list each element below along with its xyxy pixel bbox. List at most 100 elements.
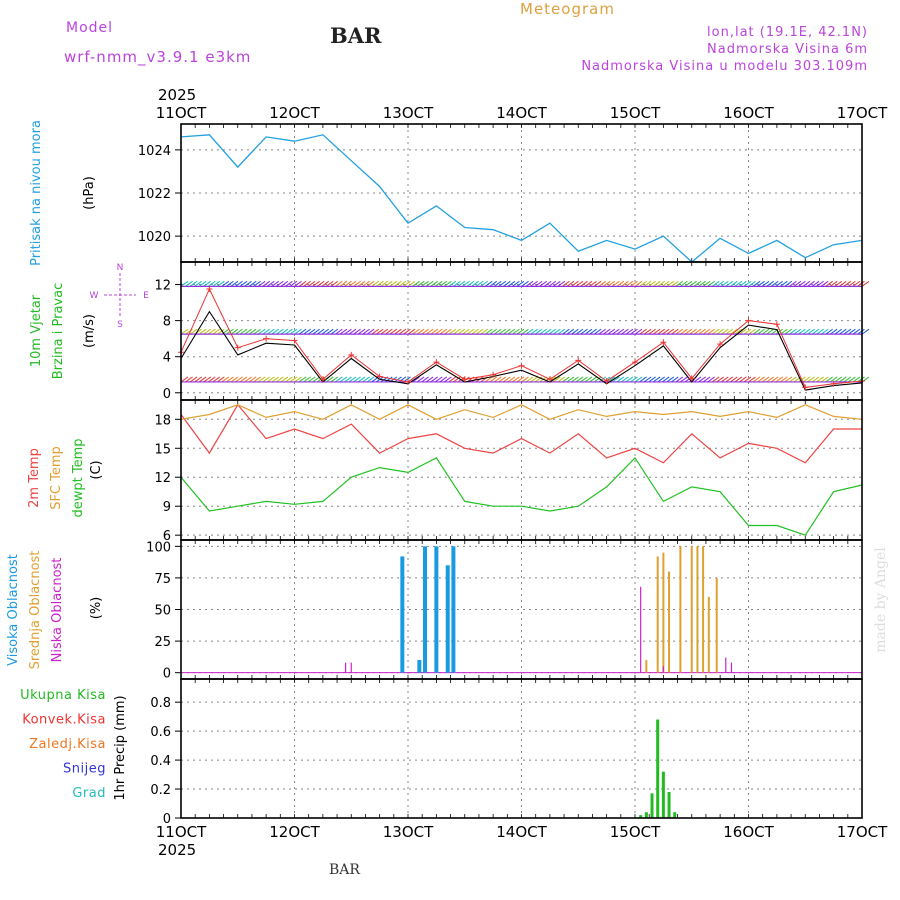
temperature-axis-title-1: 2m Temp (27, 448, 42, 508)
wind-barb (634, 328, 643, 335)
wind-barb (425, 328, 434, 335)
wind-barb (752, 280, 761, 287)
wind-barb (775, 280, 784, 287)
wind-barb (380, 328, 389, 335)
wind-barb (498, 376, 507, 383)
wind-barb (857, 328, 865, 335)
wind-barb (730, 376, 738, 383)
wind-barb (829, 280, 838, 287)
wind-barb (217, 280, 225, 287)
y-tick-label: 15 (154, 442, 171, 457)
wind-barb (861, 280, 870, 287)
wind-barb (730, 280, 738, 287)
wind-barb (312, 328, 320, 335)
wind-gust-marker (575, 357, 582, 364)
wind-barb (848, 328, 856, 335)
wind-barb (266, 376, 275, 383)
wind-barb (634, 280, 643, 287)
x-tick-label-bottom: 16OCT (723, 823, 774, 841)
y-tick-label: 18 (154, 413, 171, 428)
wind-barb (434, 328, 443, 335)
wind-barb (639, 280, 647, 287)
wind-barb (734, 328, 743, 335)
wind-barb (448, 328, 457, 335)
wind-barb (289, 376, 298, 383)
wind-barb (779, 376, 788, 383)
precip-bar (644, 812, 648, 818)
wind-barb (643, 328, 652, 335)
wind-barb (525, 376, 534, 383)
wind-barb (838, 376, 847, 383)
wind-barb (680, 328, 688, 335)
precip-legend-item-2: Konvek.Kisa (22, 713, 106, 728)
wind-barb (789, 280, 797, 287)
wind-barb (262, 328, 271, 335)
wind-barb (684, 280, 693, 287)
wind-barb (748, 376, 756, 383)
wind-barb (602, 280, 611, 287)
pressure-line (180, 134, 863, 263)
wind-barb (730, 328, 738, 335)
wind-barb (448, 376, 457, 383)
wind-barb (294, 280, 302, 287)
y-tick-label: 6 (163, 529, 171, 544)
wind-barb (239, 280, 248, 287)
wind-gust-marker (518, 362, 525, 369)
wind-barb (516, 280, 525, 287)
cloud-bar-2 (668, 571, 671, 673)
wind-barb (198, 328, 207, 335)
wind-barb (589, 376, 597, 383)
cloud-bar-3 (662, 666, 664, 673)
x-tick-label-top: 14OCT (496, 104, 547, 122)
wind-barb (657, 280, 666, 287)
wind-barb (453, 376, 461, 383)
wind-barb (593, 328, 602, 335)
wind-barb (185, 280, 193, 287)
y-tick-label: 12 (154, 279, 171, 294)
wind-barb (298, 376, 307, 383)
wind-barb (493, 376, 502, 383)
wind-barb (312, 280, 320, 287)
wind-barb (421, 280, 429, 287)
wind-barb (285, 280, 293, 287)
wind-barb (793, 280, 802, 287)
wind-barb (698, 280, 706, 287)
wind-gust-marker (802, 384, 809, 391)
wind-barb (516, 376, 525, 383)
wind-gust-marker (461, 376, 468, 383)
wind-barb (820, 328, 829, 335)
wind-barb (425, 376, 434, 383)
wind-barb (344, 280, 352, 287)
y-tick-label: 0.8 (150, 696, 171, 711)
wind-barb (180, 376, 189, 383)
wind-barb (321, 328, 330, 335)
wind-barb (661, 376, 670, 383)
wind-barb (598, 328, 606, 335)
wind-barb (262, 376, 271, 383)
cloud-bar-2 (662, 552, 665, 673)
wind-barb (752, 328, 761, 335)
x-tick-label-bottom: 15OCT (610, 823, 661, 841)
wind-barb (816, 376, 824, 383)
x-tick-label-top: 13OCT (383, 104, 434, 122)
wind-barb (616, 376, 625, 383)
wind-barb (589, 280, 597, 287)
wind-gust-marker (376, 373, 383, 380)
y-tick-label: 0 (163, 387, 171, 402)
y-tick-label: 9 (163, 500, 171, 515)
wind-barb (235, 328, 243, 335)
wind-barb (770, 280, 779, 287)
wind-barb (621, 280, 629, 287)
cloud-bar-2 (715, 577, 718, 673)
station-title: BAR (330, 23, 382, 48)
wind-barb (834, 280, 843, 287)
wind-barb (766, 328, 774, 335)
wind-barb (221, 376, 230, 383)
x-tick-label-top: 16OCT (723, 104, 774, 122)
wind-barb (330, 328, 339, 335)
wind-barb (434, 280, 443, 287)
cloud-bar-1 (434, 546, 439, 673)
wind-gust-marker (546, 376, 553, 383)
pressure-unit-label: (hPa) (82, 176, 97, 210)
wind-barb (648, 376, 656, 383)
